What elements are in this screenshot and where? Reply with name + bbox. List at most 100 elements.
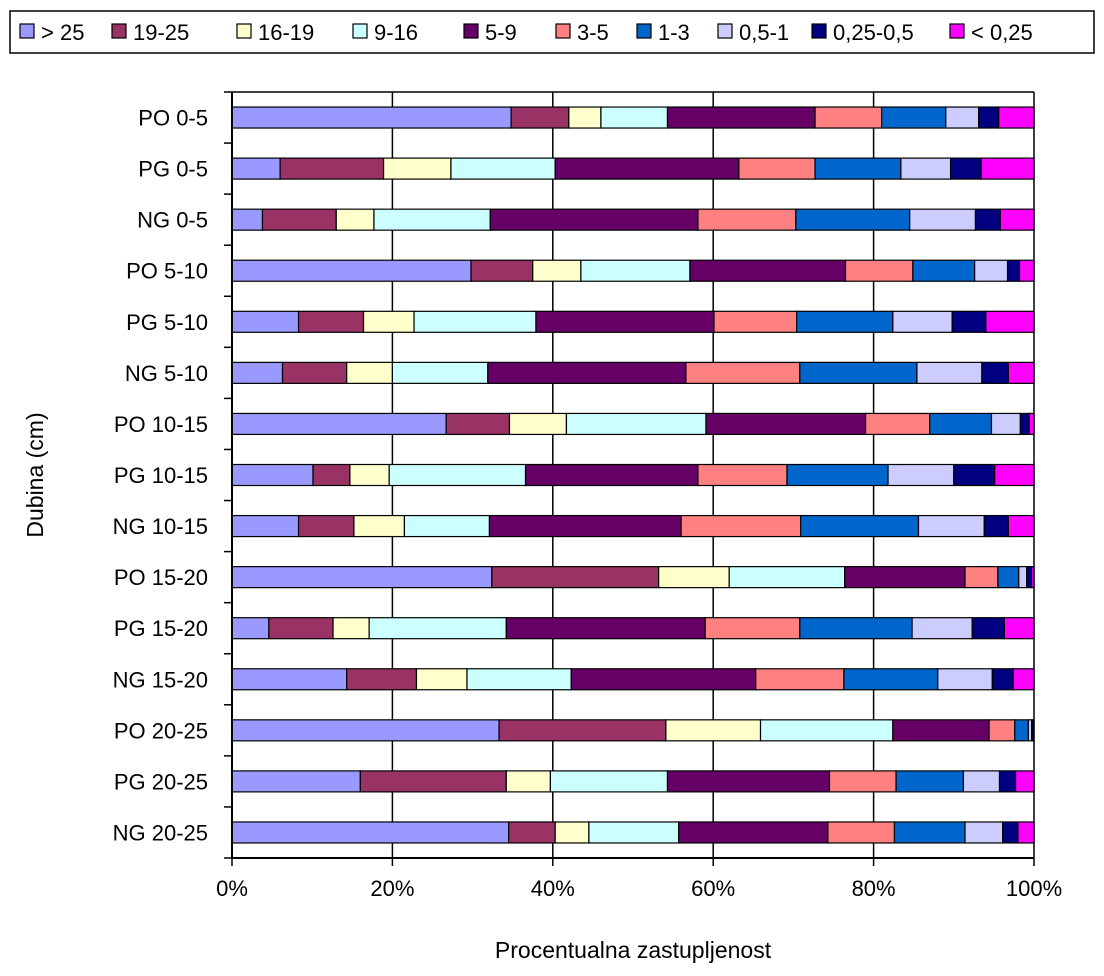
y-tick-label: PG 15-20	[114, 616, 208, 641]
bar-segment	[994, 463, 1035, 487]
bar-segment	[900, 157, 952, 180]
bar-segment	[568, 106, 602, 129]
legend-swatch	[636, 23, 652, 39]
bar-segment	[978, 106, 1000, 129]
legend-label: 9-16	[374, 20, 418, 45]
x-axis-title: Procentualna zastupljenost	[495, 937, 772, 963]
bar-segment	[945, 106, 980, 129]
legend-frame	[9, 10, 1095, 54]
bar-segment	[997, 566, 1020, 589]
bar-segment	[510, 106, 570, 129]
bar-segment	[786, 463, 889, 487]
legend-label: 1-3	[658, 20, 690, 45]
bar-segment	[549, 770, 669, 793]
legend-swatch	[236, 23, 252, 39]
x-tick-label: 20%	[370, 876, 414, 901]
bar-segment	[843, 668, 939, 691]
bar-segment	[346, 361, 394, 384]
bar-segment	[231, 821, 510, 844]
x-tick-label: 0%	[216, 876, 248, 901]
bar-segment	[864, 412, 931, 436]
bar-segment	[980, 157, 1035, 180]
bar-segment	[704, 617, 801, 640]
bar-segment	[450, 157, 556, 180]
bar-segment	[985, 310, 1035, 333]
y-tick-label: PO 5-10	[126, 259, 208, 284]
bar-segment	[892, 310, 953, 333]
bar-segment	[658, 566, 730, 589]
bar-segment	[799, 361, 918, 384]
legend-label: 0,25-0,5	[833, 20, 914, 45]
bar-segment	[678, 821, 829, 844]
legend-label: 0,5-1	[739, 20, 789, 45]
bar-segment	[268, 617, 334, 640]
bar-segment	[929, 412, 993, 436]
bar-segment	[231, 668, 348, 691]
bar-segment	[800, 514, 920, 538]
y-tick-label: PG 5-10	[126, 310, 208, 335]
bar-segment	[413, 310, 537, 333]
bar-segment	[391, 361, 489, 384]
bar-segment	[231, 617, 270, 640]
bar-segment	[998, 106, 1035, 129]
bar-segment	[535, 310, 715, 333]
bar-segment	[937, 668, 993, 691]
bar-segment	[279, 157, 385, 180]
bar-segment	[498, 719, 667, 742]
bar-segment	[974, 208, 1001, 231]
y-tick-label: PO 20-25	[114, 718, 208, 743]
bar-segment	[713, 310, 798, 333]
bar-segment	[1007, 361, 1035, 384]
legend-swatch	[111, 23, 127, 39]
legend-swatch	[555, 23, 571, 39]
legend-swatch	[463, 23, 479, 39]
bar-segment	[964, 821, 1004, 844]
y-tick-label: PG 20-25	[114, 769, 208, 794]
bar-segment	[990, 412, 1021, 436]
bar-segment	[1002, 821, 1019, 844]
bar-segment	[415, 668, 468, 691]
bar-segment	[916, 361, 983, 384]
bar-segment	[893, 821, 966, 844]
bar-segment	[580, 259, 691, 282]
bar-segment	[892, 719, 990, 742]
y-tick-label: PO 10-15	[114, 412, 208, 437]
bar-segment	[505, 617, 706, 640]
bar-segment	[368, 617, 507, 640]
bar-segment	[844, 566, 966, 589]
x-tick-label: 80%	[852, 876, 896, 901]
legend-swatch	[352, 23, 368, 39]
x-tick-label: 100%	[1006, 876, 1062, 901]
legend: > 25 19-25 16-19 9-16 5-9 3-5 1-3 0,5-1 0,25-0,5…	[9, 10, 1095, 54]
bar-segment	[488, 514, 682, 538]
legend-label: > 25	[41, 20, 84, 45]
bar-segment	[827, 821, 896, 844]
bar-segment	[297, 514, 355, 538]
bar-segment	[999, 208, 1035, 231]
bar-segment	[1006, 259, 1021, 282]
bar-segment	[353, 514, 406, 538]
legend-swatch	[19, 23, 35, 39]
bar-segment	[981, 361, 1009, 384]
bar-segment	[1003, 617, 1035, 640]
bar-segment	[1018, 259, 1035, 282]
bar-segment	[231, 310, 300, 333]
bar-segment	[489, 208, 699, 231]
bar-segment	[909, 208, 977, 231]
bar-segment	[231, 259, 472, 282]
y-tick-label: NG 10-15	[113, 514, 208, 539]
bar-segment	[1014, 770, 1035, 793]
bar-segment	[231, 412, 447, 436]
bar-segment	[332, 617, 370, 640]
y-tick-label: PO 0-5	[138, 106, 208, 131]
bar-segment	[362, 310, 415, 333]
bar-segment	[983, 514, 1009, 538]
bar-segment	[697, 208, 797, 231]
bar-segment	[231, 719, 500, 742]
bar-segment	[335, 208, 375, 231]
bar-segment	[600, 106, 669, 129]
tick-labels: PO 0-5 PG 0-5 NG 0-5 PO 5-10 PG 5-10 NG 5-10 P…	[113, 106, 1063, 901]
y-tick-label: PG 0-5	[138, 157, 208, 182]
bar-segment	[346, 668, 418, 691]
